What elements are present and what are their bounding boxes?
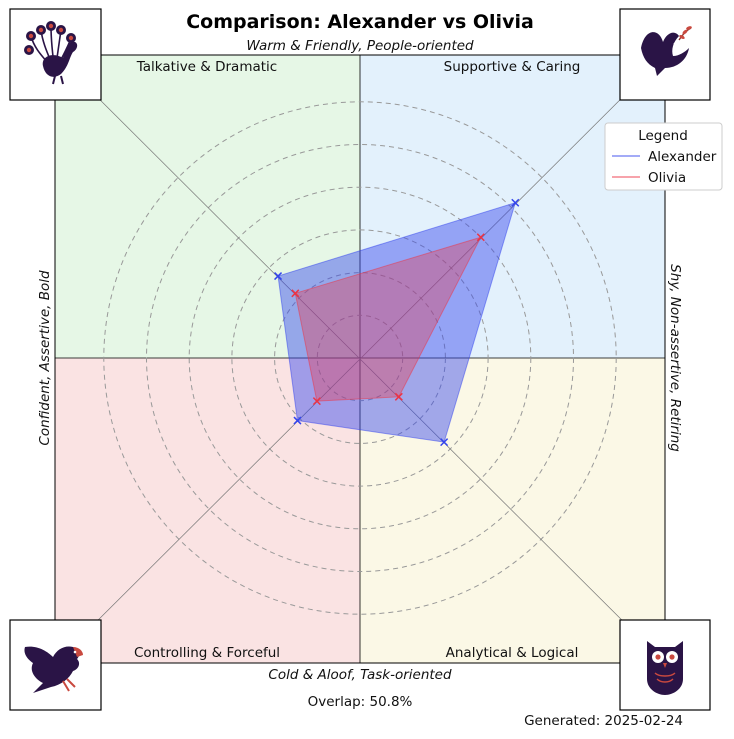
data-point-alexander — [440, 438, 449, 447]
axis-label-left: Confident, Assertive, Bold — [37, 270, 53, 446]
dove-icon — [619, 8, 711, 101]
diagonal-line — [54, 54, 666, 664]
quadrant-label-supportive: Supportive & Caring — [444, 59, 581, 75]
generated-text: Generated: 2025-02-24 — [524, 713, 683, 729]
grid-ring — [316, 314, 404, 402]
legend-title: Legend — [638, 128, 688, 144]
data-point-alexander — [511, 198, 520, 207]
data-point-olivia — [312, 397, 321, 406]
grid-ring — [146, 144, 574, 572]
quadrant-label-analytical: Analytical & Logical — [446, 645, 579, 661]
diagonal-guides — [54, 54, 666, 664]
axis-label-right: Shy, Non-assertive, Retiring — [667, 264, 683, 452]
legend-label-olivia: Olivia — [648, 170, 686, 186]
data-point-olivia — [394, 392, 403, 401]
data-point-alexander — [293, 416, 302, 425]
eagle-icon — [9, 619, 102, 711]
legend-label-alexander: Alexander — [648, 149, 717, 165]
legend-box — [604, 122, 723, 191]
owl-icon — [619, 619, 711, 711]
chart-title: Comparison: Alexander vs Olivia — [186, 11, 534, 33]
peacock-icon — [9, 8, 102, 101]
grid-ring — [188, 186, 532, 530]
grid-ring — [103, 101, 617, 615]
axis-label-top: Warm & Friendly, People-oriented — [246, 38, 474, 54]
axis-label-bottom: Cold & Aloof, Task-oriented — [268, 667, 452, 683]
quadrant-label-talkative: Talkative & Dramatic — [136, 59, 277, 75]
data-point-alexander — [274, 272, 283, 281]
data-point-olivia — [291, 289, 300, 298]
grid-ring — [231, 229, 489, 487]
quadrant-label-controlling: Controlling & Forceful — [134, 645, 280, 661]
overlap-text: Overlap: 50.8% — [308, 694, 413, 710]
grid-rings — [103, 101, 617, 615]
legend: Legend Alexander Olivia — [604, 122, 723, 191]
grid-ring — [274, 272, 446, 444]
data-point-olivia — [476, 233, 485, 242]
series-layer — [274, 198, 520, 447]
